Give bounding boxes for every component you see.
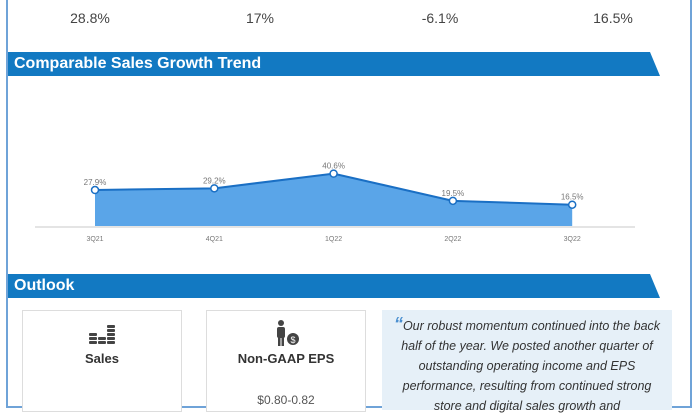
eps-value: $0.80-0.82 — [257, 393, 315, 407]
svg-text:$: $ — [290, 335, 295, 345]
data-label: 27.9% — [84, 178, 107, 187]
area-fill — [95, 173, 573, 226]
stat-value: 16.5% — [593, 10, 633, 26]
coins-stack-icon — [89, 325, 115, 344]
data-point — [210, 184, 219, 193]
stat-value: 28.8% — [70, 10, 110, 26]
data-point — [90, 185, 100, 195]
eps-label: Non-GAAP EPS — [237, 351, 335, 366]
data-label: 40.6% — [322, 162, 345, 171]
comparable-sales-chart: 27.9% 3Q21 29.2% 4Q21 40.6% 1Q22 19.5% 2Q22 16.5… — [35, 162, 635, 243]
x-tick-label: 3Q22 — [564, 236, 581, 243]
ceo-quote: “Our robust momentum continued into the … — [382, 310, 672, 413]
x-tick-label: 2Q22 — [444, 236, 461, 243]
data-label: 29.2% — [203, 176, 226, 185]
data-label: 16.5% — [561, 193, 584, 202]
quote-text: Our robust momentum continued into the b… — [401, 319, 661, 413]
trend-section-header: Comparable Sales Growth Trend — [8, 52, 660, 76]
person-dollar-icon: $ — [277, 320, 299, 346]
data-point — [567, 200, 577, 209]
data-label: 19.5% — [442, 189, 465, 198]
sales-label: Sales — [85, 351, 119, 366]
eps-card: $ Non-GAAP EPS $0.80-0.82 — [206, 310, 366, 412]
quote-mark-icon: “ — [393, 314, 403, 334]
stat-value: -6.1% — [421, 10, 459, 26]
x-tick-label: 4Q21 — [206, 236, 223, 243]
sales-card: Sales — [22, 310, 182, 412]
data-point — [329, 169, 338, 178]
outlook-section-header: Outlook — [8, 274, 660, 298]
stat-value: 17% — [245, 10, 275, 26]
x-tick-label: 3Q21 — [86, 236, 103, 243]
data-point — [448, 196, 458, 206]
x-tick-label: 1Q22 — [325, 236, 342, 243]
